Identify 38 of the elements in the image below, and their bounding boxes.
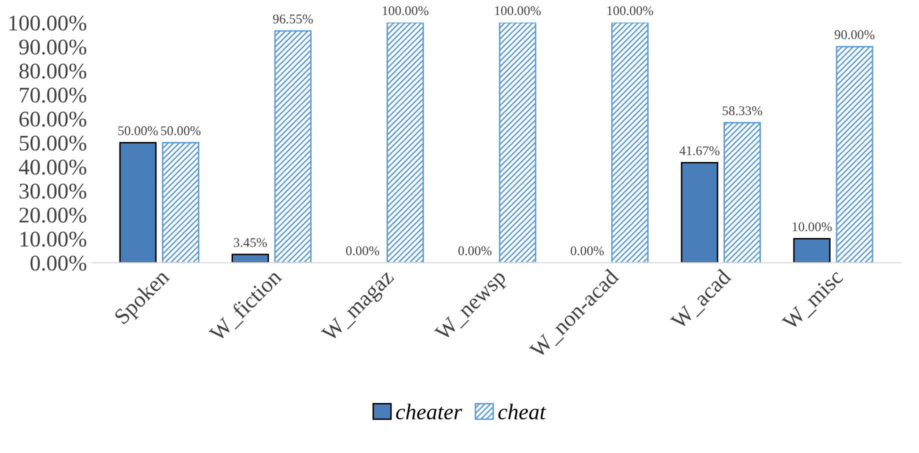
data-label: 100.00% (382, 6, 428, 16)
data-label: 100.00% (607, 6, 654, 16)
bar (680, 162, 718, 263)
bar (836, 46, 874, 263)
y-tick-label: 30.00% (20, 184, 86, 199)
data-label: 0.00% (458, 246, 492, 256)
y-tick-label: 50.00% (20, 136, 86, 151)
y-tick-label: 0.00% (30, 256, 86, 271)
bar (611, 22, 649, 263)
data-label: 3.45% (234, 238, 267, 248)
y-tick-label: 40.00% (18, 160, 86, 175)
bar (232, 254, 269, 263)
data-label: 0.00% (570, 246, 604, 256)
data-label: 58.33% (722, 106, 762, 116)
y-tick-label: 70.00% (20, 88, 86, 103)
bar (724, 122, 761, 263)
legend-label: cheat (498, 404, 546, 420)
y-tick-label: 90.00% (19, 40, 86, 55)
y-tick-label: 20.00% (20, 208, 86, 223)
legend-label: cheater (396, 404, 462, 420)
data-label: 0.00% (346, 246, 380, 256)
bar (162, 142, 200, 263)
bar (119, 142, 157, 263)
bar (274, 30, 312, 263)
data-label: 96.55% (273, 14, 313, 24)
y-tick-label: 100.00% (9, 16, 86, 31)
y-tick-label: 60.00% (19, 112, 86, 127)
data-label: 41.67% (679, 146, 720, 156)
y-tick-label: 10.00% (20, 232, 86, 247)
y-tick-label: 80.00% (19, 64, 86, 79)
data-label: 50.00% (161, 126, 201, 136)
bar (386, 22, 424, 263)
bar (498, 22, 536, 263)
data-label: 10.00% (792, 222, 832, 232)
data-label: 90.00% (834, 30, 874, 40)
bar (793, 238, 831, 263)
data-label: 50.00% (118, 126, 158, 136)
data-label: 100.00% (495, 6, 541, 16)
